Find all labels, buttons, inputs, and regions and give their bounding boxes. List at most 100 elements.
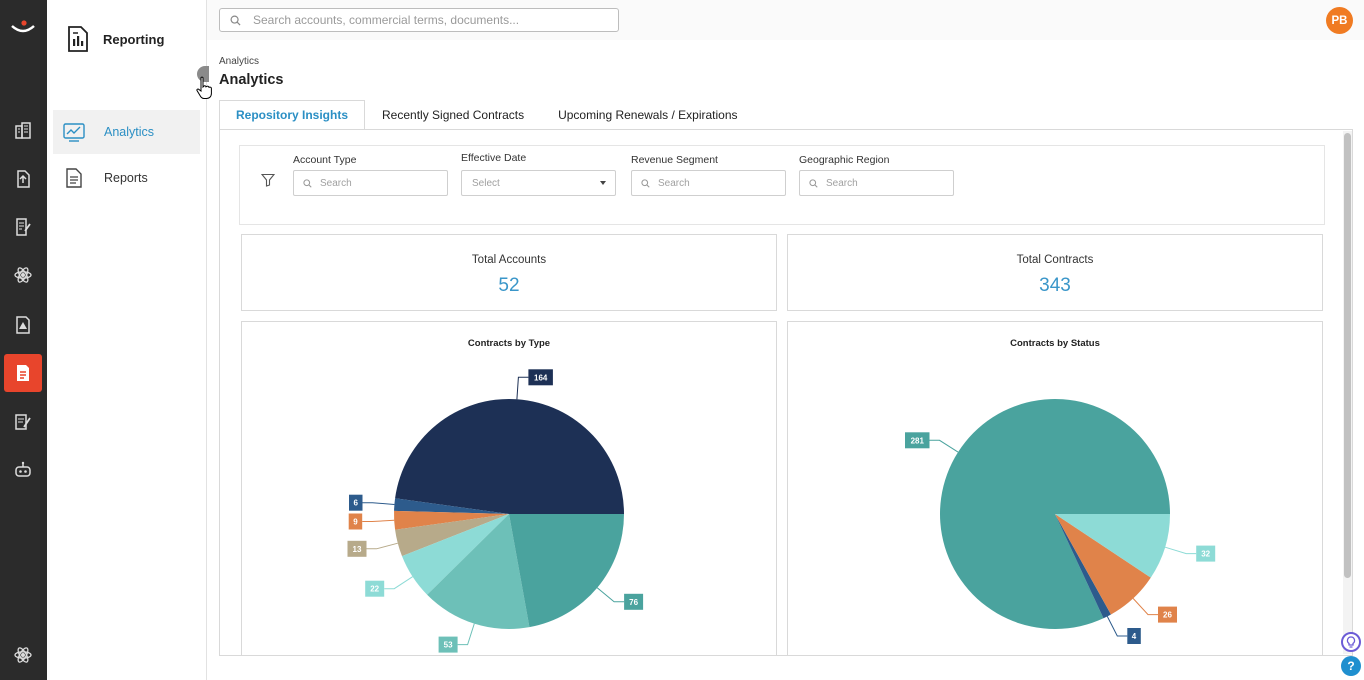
filter-icon[interactable] xyxy=(261,173,275,187)
pie-label-box xyxy=(347,540,367,557)
pie-slice[interactable] xyxy=(395,398,624,514)
pie-data-label: 76 xyxy=(629,598,638,607)
filter-effective-date: Effective Date Select xyxy=(461,152,616,196)
search-icon xyxy=(641,178,650,188)
upload-icon[interactable] xyxy=(4,160,42,198)
pie-slice[interactable] xyxy=(393,510,509,530)
pie-leader-line xyxy=(384,576,413,590)
sidebar-item-label: Reports xyxy=(104,171,148,185)
pie-leader-line xyxy=(457,623,475,646)
filter-account-type: Account Type Search xyxy=(293,154,448,196)
geographic-region-input[interactable]: Search xyxy=(799,170,954,196)
brand-logo-icon[interactable] xyxy=(9,20,37,36)
lightbulb-icon[interactable] xyxy=(1341,632,1361,652)
pie-leader-line xyxy=(366,542,398,550)
top-bar: PB xyxy=(207,0,1364,40)
pie-label-box xyxy=(348,513,363,530)
revenue-segment-input[interactable]: Search xyxy=(631,170,786,196)
signature-icon[interactable] xyxy=(4,403,42,441)
pie-data-label: 22 xyxy=(370,585,379,594)
pie-leader-line xyxy=(929,439,959,453)
kpi-label: Total Contracts xyxy=(1016,254,1094,266)
pie-data-label: 32 xyxy=(1201,550,1210,559)
pie-label-box xyxy=(438,636,458,653)
search-icon xyxy=(303,178,312,188)
panel-scrollbar[interactable] xyxy=(1343,131,1352,654)
pie-label-box xyxy=(1127,628,1141,644)
avatar[interactable]: PB xyxy=(1326,7,1353,34)
input-placeholder: Search xyxy=(320,177,352,189)
sidebar-item-reports[interactable]: Reports xyxy=(53,156,200,200)
sidebar-item-analytics[interactable]: Analytics xyxy=(53,110,200,154)
chart-title: Contracts by Status xyxy=(1010,338,1100,349)
filter-label: Revenue Segment xyxy=(631,154,718,166)
pie-slice[interactable] xyxy=(940,399,1170,630)
pie-data-label: 281 xyxy=(911,436,925,445)
kpi-card-total-contracts: Total Contracts 343 xyxy=(787,234,1323,311)
settings-atom-icon[interactable] xyxy=(4,256,42,294)
pie-leader-line xyxy=(362,502,395,505)
pie-leader-line xyxy=(1132,598,1158,616)
input-placeholder: Search xyxy=(826,177,858,189)
input-placeholder: Search xyxy=(658,177,690,189)
filter-label: Account Type xyxy=(293,154,357,166)
pie-slice[interactable] xyxy=(395,514,509,557)
analytics-icon xyxy=(63,121,85,143)
pie-label-box xyxy=(349,494,363,511)
search-input[interactable] xyxy=(253,13,593,27)
pie-label-box xyxy=(528,369,553,386)
help-icon[interactable]: ? xyxy=(1341,656,1361,676)
search-icon xyxy=(809,178,818,188)
pie-data-label: 4 xyxy=(1132,632,1137,641)
pie-leader-line xyxy=(362,519,395,522)
chart-card-contracts-by-status: Contracts by Status 281 4 26 32 xyxy=(787,321,1323,656)
filter-revenue-segment: Revenue Segment Search xyxy=(631,154,786,196)
pie-label-box xyxy=(905,432,930,449)
kpi-value[interactable]: 343 xyxy=(1039,275,1071,296)
search-icon xyxy=(230,15,241,26)
sidebar-item-label: Analytics xyxy=(104,125,155,139)
alert-document-icon[interactable] xyxy=(4,306,42,344)
contracts-by-status-pie-chart: 281 4 26 32 xyxy=(905,399,1216,644)
account-type-input[interactable]: Search xyxy=(293,170,448,196)
chart-title: Contracts by Type xyxy=(467,338,551,349)
pie-data-label: 26 xyxy=(1163,611,1172,620)
settings-atom-icon[interactable] xyxy=(4,636,42,674)
pie-leader-line xyxy=(516,376,529,400)
pie-slice[interactable] xyxy=(1055,514,1111,619)
filter-label: Geographic Region xyxy=(799,154,890,166)
report-icon[interactable] xyxy=(4,354,42,392)
pie-slice[interactable] xyxy=(402,514,509,595)
chart-card-contracts-by-type: Contracts by Type 164 6 9 13 22 53 76 xyxy=(241,321,777,656)
pie-slice[interactable] xyxy=(1055,514,1170,578)
tab-bar: Repository Insights Recently Signed Cont… xyxy=(219,100,755,130)
kpi-card-total-accounts: Total Accounts 52 xyxy=(241,234,777,311)
module-title: Reporting xyxy=(103,31,165,47)
buildings-icon[interactable] xyxy=(4,112,42,150)
pie-leader-line xyxy=(1106,616,1128,637)
contract-edit-icon[interactable] xyxy=(4,208,42,246)
tab-repository-insights[interactable]: Repository Insights xyxy=(219,100,366,130)
filter-bar: Account Type Search Effective Date Selec… xyxy=(239,145,1325,225)
kpi-value[interactable]: 52 xyxy=(498,275,520,296)
chevron-down-icon xyxy=(600,181,606,185)
pie-label-box xyxy=(365,580,385,597)
pie-slice[interactable] xyxy=(509,514,624,628)
robot-icon[interactable] xyxy=(4,451,42,489)
breadcrumb[interactable]: Analytics xyxy=(219,56,260,67)
sidebar-collapse-handle[interactable] xyxy=(197,66,209,82)
pie-slice[interactable] xyxy=(1055,514,1151,615)
pie-label-box xyxy=(1158,606,1177,623)
effective-date-select[interactable]: Select xyxy=(461,170,616,196)
page-title: Analytics xyxy=(219,72,284,88)
tab-recently-signed-contracts[interactable]: Recently Signed Contracts xyxy=(382,108,525,122)
pie-data-label: 9 xyxy=(353,518,358,527)
global-search[interactable] xyxy=(219,8,619,32)
tab-upcoming-renewals[interactable]: Upcoming Renewals / Expirations xyxy=(558,108,738,122)
scrollbar-thumb[interactable] xyxy=(1344,133,1351,578)
module-sidebar: Reporting Analytics Reports xyxy=(47,0,207,680)
pie-slice[interactable] xyxy=(427,514,530,629)
pie-slice[interactable] xyxy=(394,498,509,514)
pie-data-label: 164 xyxy=(534,373,548,382)
document-icon xyxy=(63,167,85,189)
